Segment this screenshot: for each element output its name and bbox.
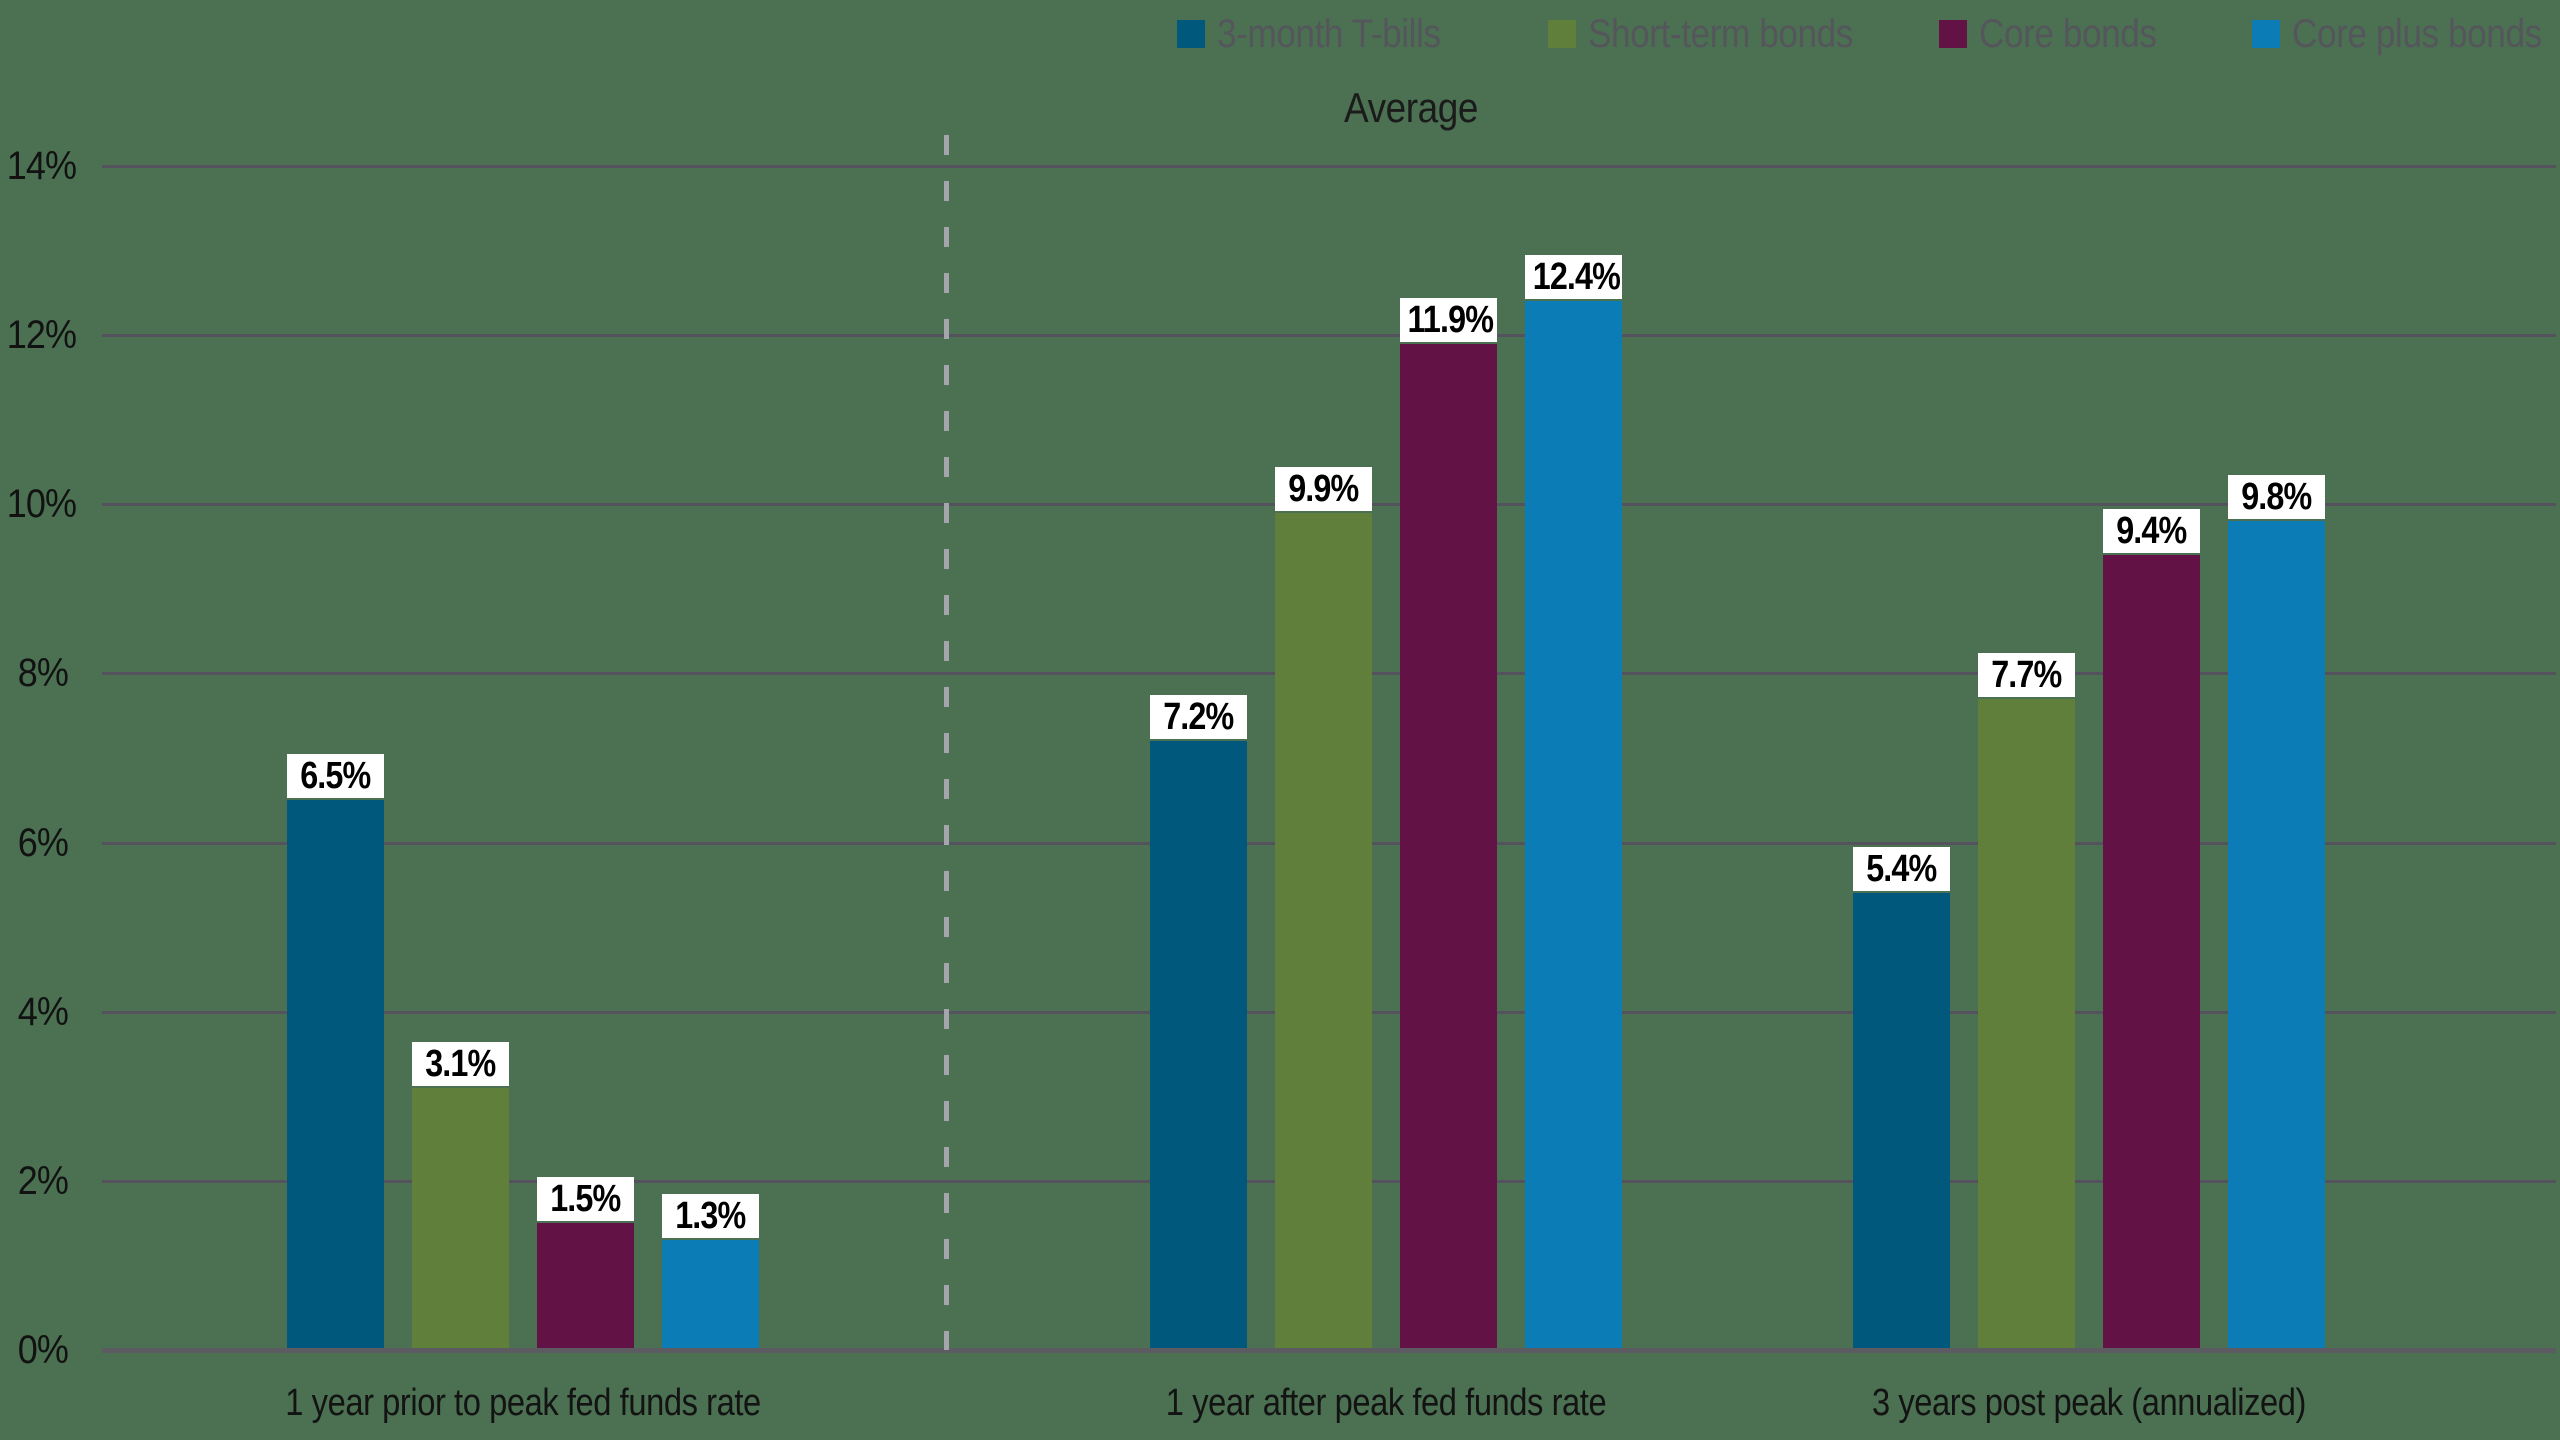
- y-axis-tick-label: 10%: [6, 482, 77, 527]
- x-axis-baseline: [102, 1348, 2556, 1353]
- bar-core-bonds: [537, 1223, 634, 1348]
- legend-label: Core plus bonds: [2292, 11, 2542, 56]
- bar-core-plus-bonds: [1525, 301, 1622, 1348]
- bar-3-month-t-bills: [287, 800, 384, 1348]
- bar-value-text: 6.5%: [300, 755, 371, 798]
- bar-value-label: 12.4%: [1525, 255, 1622, 300]
- bar-value-text: 5.4%: [1866, 848, 1937, 891]
- bar-value-label: 9.9%: [1275, 466, 1372, 511]
- bar-value-text: 9.9%: [1288, 467, 1359, 510]
- gridline: [102, 165, 2556, 169]
- legend-label: Core bonds: [1979, 11, 2157, 56]
- bar-short-term-bonds: [412, 1087, 509, 1348]
- y-axis-tick-label: 4%: [17, 989, 69, 1034]
- legend-item-short-term-bonds: Short-term bonds: [1548, 10, 1889, 58]
- gridline: [102, 334, 2556, 338]
- chart-title: Average: [1344, 84, 1478, 131]
- y-axis-tick-label: 0%: [17, 1328, 69, 1372]
- bar-core-plus-bonds: [2228, 521, 2325, 1348]
- bar-value-label: 6.5%: [287, 754, 384, 799]
- bar-3-month-t-bills: [1150, 741, 1247, 1348]
- legend-label: 3-month T-bills: [1217, 11, 1441, 56]
- legend-swatch-icon: [1939, 20, 1967, 48]
- bar-value-text: 9.4%: [2116, 510, 2187, 553]
- bar-value-label: 7.2%: [1150, 695, 1247, 740]
- legend-item-core-plus-bonds: Core plus bonds: [2252, 10, 2560, 58]
- bar-short-term-bonds: [1275, 512, 1372, 1348]
- bar-value-text: 12.4%: [1532, 256, 1621, 299]
- bar-value-text: 1.3%: [675, 1195, 746, 1238]
- bar-core-bonds: [2103, 555, 2200, 1348]
- bar-value-text: 3.1%: [425, 1042, 496, 1085]
- bar-value-label: 7.7%: [1978, 652, 2075, 697]
- bar-value-text: 7.7%: [1991, 653, 2062, 696]
- y-axis-tick-label: 12%: [6, 313, 77, 358]
- bar-value-label: 1.3%: [662, 1194, 759, 1239]
- bar-value-label: 5.4%: [1853, 847, 1950, 892]
- bar-value-text: 1.5%: [550, 1178, 621, 1221]
- bar-value-label: 9.8%: [2228, 475, 2325, 520]
- x-axis-category-label: 1 year after peak fed funds rate: [1165, 1382, 1607, 1424]
- y-axis-tick-label: 14%: [6, 144, 77, 189]
- bar-value-text: 11.9%: [1407, 298, 1494, 341]
- bar-value-text: 9.8%: [2241, 476, 2312, 519]
- legend-item-3-month-t-bills: 3-month T-bills: [1177, 10, 1471, 58]
- bar-value-label: 1.5%: [537, 1177, 634, 1222]
- bar-core-bonds: [1400, 343, 1497, 1348]
- bar-3-month-t-bills: [1853, 893, 1950, 1348]
- bar-short-term-bonds: [1978, 698, 2075, 1348]
- legend-swatch-icon: [1177, 20, 1205, 48]
- x-axis-category-label: 1 year prior to peak fed funds rate: [285, 1382, 761, 1424]
- bar-value-label: 11.9%: [1400, 297, 1497, 342]
- y-axis-tick-label: 6%: [17, 820, 69, 865]
- bar-value-label: 9.4%: [2103, 509, 2200, 554]
- bar-value-label: 3.1%: [412, 1041, 509, 1086]
- period-separator-dashed-line: [944, 135, 949, 1350]
- bar-core-plus-bonds: [662, 1240, 759, 1348]
- bar-value-text: 7.2%: [1163, 696, 1234, 739]
- legend-label: Short-term bonds: [1588, 11, 1853, 56]
- y-axis-tick-label: 8%: [17, 651, 69, 696]
- y-axis-tick-label: 2%: [17, 1158, 69, 1203]
- legend-swatch-icon: [1548, 20, 1576, 48]
- legend-item-core-bonds: Core bonds: [1939, 10, 2181, 58]
- legend-swatch-icon: [2252, 20, 2280, 48]
- x-axis-category-label: 3 years post peak (annualized): [1871, 1382, 2307, 1424]
